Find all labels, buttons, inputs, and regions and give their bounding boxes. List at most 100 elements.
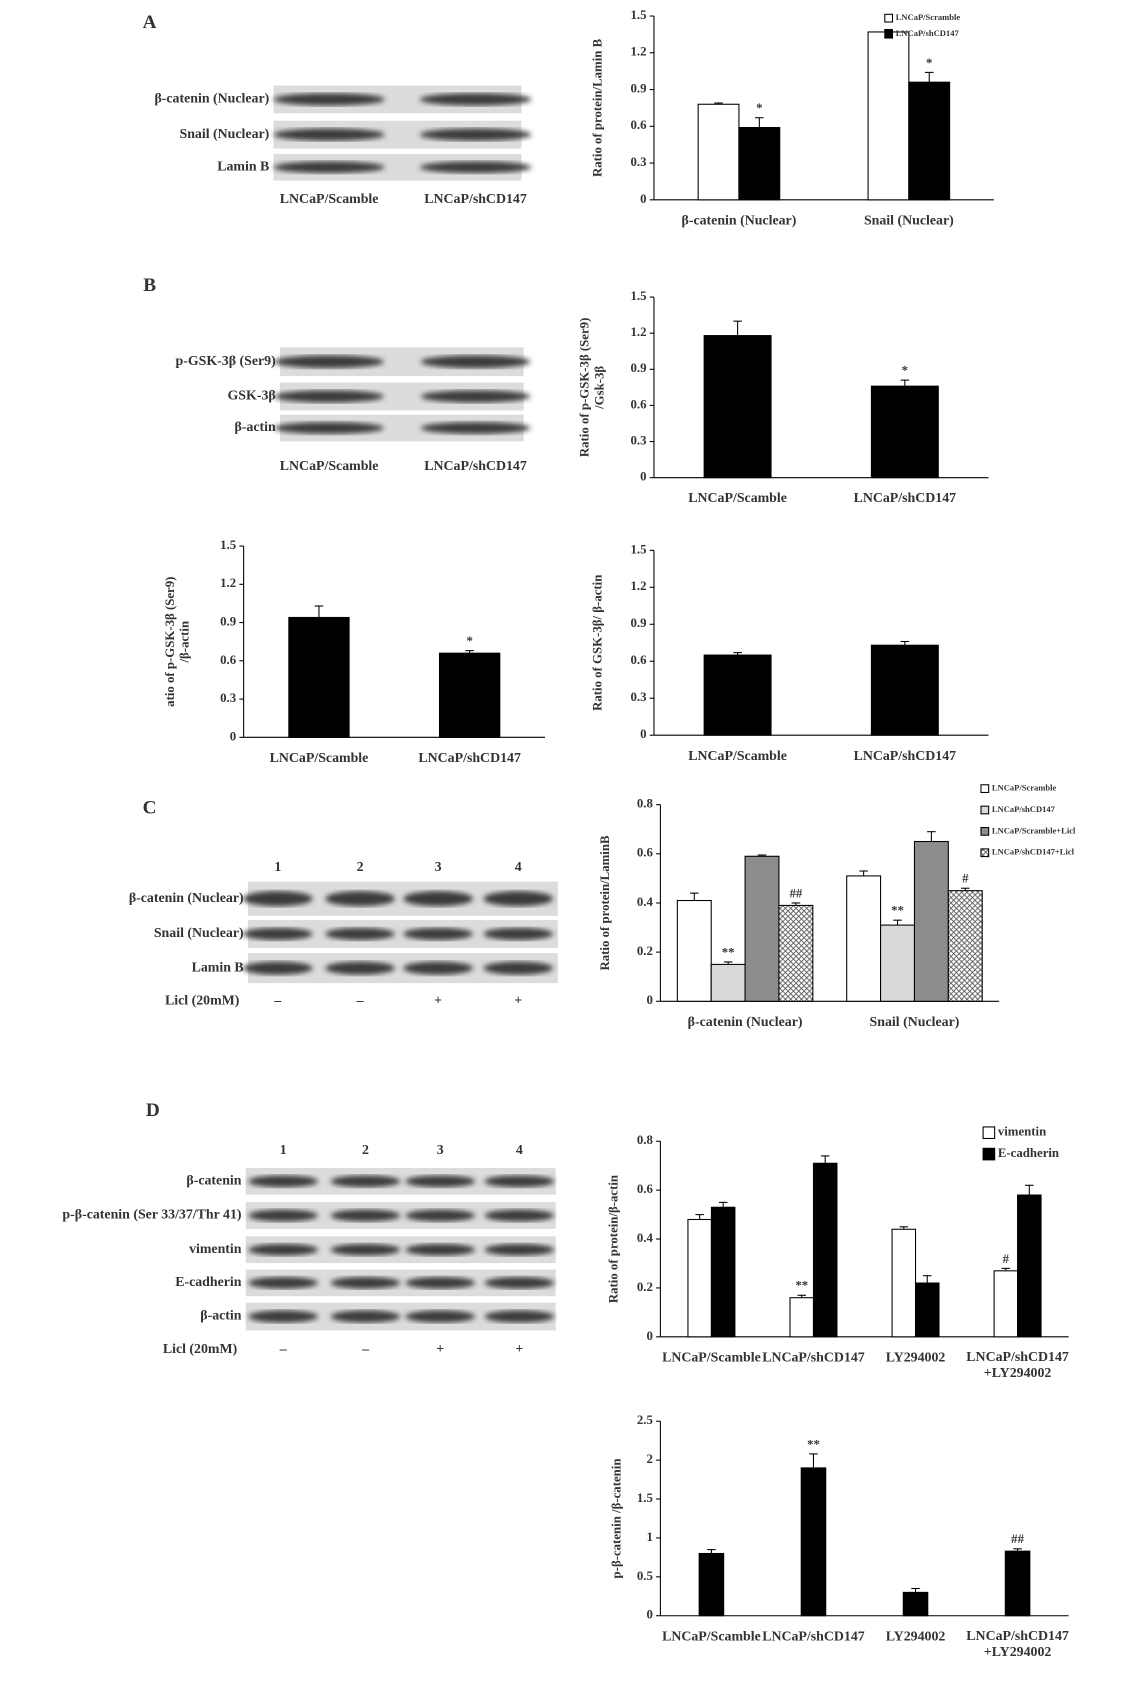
y-tick-label: 0.6 bbox=[630, 397, 647, 411]
y-axis-label: p-β-catenin /β-catenin bbox=[610, 1459, 624, 1579]
x-tick-label: LNCaP/shCD147 +LY294002 bbox=[966, 1629, 1069, 1660]
error-bar bbox=[893, 919, 902, 926]
bar bbox=[710, 963, 746, 1002]
blot-row-label: vimentin bbox=[189, 1242, 242, 1257]
y-tick-label: 0.6 bbox=[637, 846, 654, 860]
blot-band bbox=[325, 927, 395, 941]
significance-marker: # bbox=[962, 872, 969, 886]
figure-body: Aβ-catenin (Nuclear) Snail (Nuclear) Lamin… bbox=[62, 8, 1076, 1660]
bar bbox=[812, 1162, 838, 1338]
y-tick-label: 1 bbox=[647, 1530, 653, 1544]
y-tick-label: 0.5 bbox=[637, 1569, 653, 1583]
x-tick-label: LNCaP/shCD147 bbox=[762, 1350, 865, 1365]
blot-band bbox=[325, 961, 395, 975]
blot-band bbox=[330, 1175, 401, 1188]
blot-band bbox=[419, 93, 532, 106]
blot-band bbox=[330, 1243, 401, 1256]
significance-marker: ## bbox=[1011, 1532, 1024, 1546]
treatment-label: Licl (20mM) bbox=[165, 993, 240, 1008]
blot-band bbox=[273, 93, 385, 106]
bar bbox=[703, 654, 772, 736]
legend-label: LNCaP/shCD147 bbox=[992, 804, 1056, 814]
y-tick-label: 1.2 bbox=[630, 579, 646, 593]
error-bar bbox=[797, 1294, 807, 1298]
y-tick-label: 0.3 bbox=[630, 433, 646, 447]
blot-band bbox=[405, 1175, 476, 1188]
blot-band bbox=[330, 1310, 401, 1323]
bar bbox=[846, 875, 882, 1002]
bar bbox=[870, 385, 939, 479]
y-tick-label: 1.5 bbox=[630, 542, 646, 556]
bar bbox=[1004, 1550, 1031, 1617]
blot-row-label: Snail (Nuclear) bbox=[154, 926, 244, 941]
blot-band bbox=[330, 1209, 401, 1222]
x-tick-label: LY294002 bbox=[886, 1629, 946, 1644]
bar bbox=[993, 1270, 1019, 1338]
treatment-label: Licl (20mM) bbox=[163, 1342, 238, 1357]
treatment-value: – bbox=[273, 993, 282, 1008]
error-bar bbox=[859, 870, 868, 876]
x-tick-label: LNCaP/Scamble bbox=[688, 491, 787, 506]
y-tick-label: 0.3 bbox=[630, 155, 646, 169]
error-bar bbox=[960, 887, 970, 891]
treatment-value: + bbox=[436, 1342, 444, 1357]
bar bbox=[703, 335, 772, 479]
lane-label: LNCaP/Scamble bbox=[280, 459, 379, 474]
bar bbox=[913, 840, 949, 1002]
blot-band bbox=[248, 1175, 319, 1188]
legend-swatch bbox=[980, 826, 990, 836]
blot-band bbox=[483, 891, 554, 907]
lane-label: 3 bbox=[435, 860, 442, 875]
error-bar bbox=[911, 1587, 920, 1593]
bar bbox=[902, 1591, 929, 1617]
blot-band bbox=[419, 161, 532, 174]
error-bar bbox=[899, 1226, 909, 1230]
blot-row-label: β-catenin (Nuclear) bbox=[154, 92, 269, 107]
significance-marker: * bbox=[902, 364, 908, 378]
y-tick-label: 1.5 bbox=[637, 1491, 653, 1505]
blot-row-label: GSK-3β bbox=[228, 389, 276, 404]
y-tick-label: 0.9 bbox=[220, 615, 236, 629]
lane-label: 1 bbox=[280, 1143, 287, 1158]
error-bar bbox=[733, 320, 742, 336]
blot-band bbox=[483, 927, 554, 941]
blot-row-label: E-cadherin bbox=[175, 1275, 242, 1290]
legend-swatch bbox=[884, 13, 894, 23]
panel-letter: B bbox=[143, 275, 156, 296]
error-bar bbox=[1013, 1548, 1022, 1552]
legend-swatch bbox=[982, 1147, 996, 1161]
legend-label: LNCaP/Scramble bbox=[896, 12, 961, 22]
blot-row-label: β-actin bbox=[234, 420, 276, 435]
legend-label: E-cadherin bbox=[998, 1146, 1059, 1160]
y-tick-label: 0.2 bbox=[637, 1280, 653, 1294]
error-bar bbox=[900, 379, 910, 387]
y-axis-label: Ratio of GSK-3β/ β-actin bbox=[590, 575, 604, 711]
blot-band bbox=[242, 961, 313, 975]
x-tick-label: Snail (Nuclear) bbox=[864, 213, 954, 228]
y-tick-label: 0.4 bbox=[637, 1231, 654, 1245]
y-tick-label: 0.9 bbox=[630, 616, 646, 630]
error-bar bbox=[695, 1214, 704, 1220]
x-tick-label: LNCaP/shCD147 +LY294002 bbox=[966, 1350, 1069, 1381]
bar bbox=[288, 616, 350, 738]
legend-label: LNCaP/Scramble+Licl bbox=[992, 825, 1076, 835]
bar bbox=[914, 1282, 940, 1338]
x-tick-label: LNCaP/Scamble bbox=[270, 751, 369, 766]
lane-label: LNCaP/shCD147 bbox=[424, 459, 527, 474]
blot-band bbox=[330, 1276, 401, 1289]
error-bar bbox=[718, 1201, 728, 1208]
lane-label: LNCaP/shCD147 bbox=[424, 192, 527, 207]
bar bbox=[744, 855, 780, 1002]
blot-band bbox=[248, 1276, 319, 1289]
bar bbox=[867, 31, 910, 201]
blot-band bbox=[403, 891, 473, 907]
treatment-value: + bbox=[434, 993, 442, 1008]
error-bar bbox=[927, 831, 936, 842]
blot-row-label: p-β-catenin (Ser 33/37/Thr 41) bbox=[62, 1208, 241, 1223]
bar bbox=[1017, 1194, 1042, 1338]
y-tick-label: 0 bbox=[647, 993, 653, 1007]
error-bar bbox=[757, 854, 767, 857]
significance-marker: ** bbox=[722, 945, 735, 959]
significance-marker: * bbox=[756, 101, 762, 115]
